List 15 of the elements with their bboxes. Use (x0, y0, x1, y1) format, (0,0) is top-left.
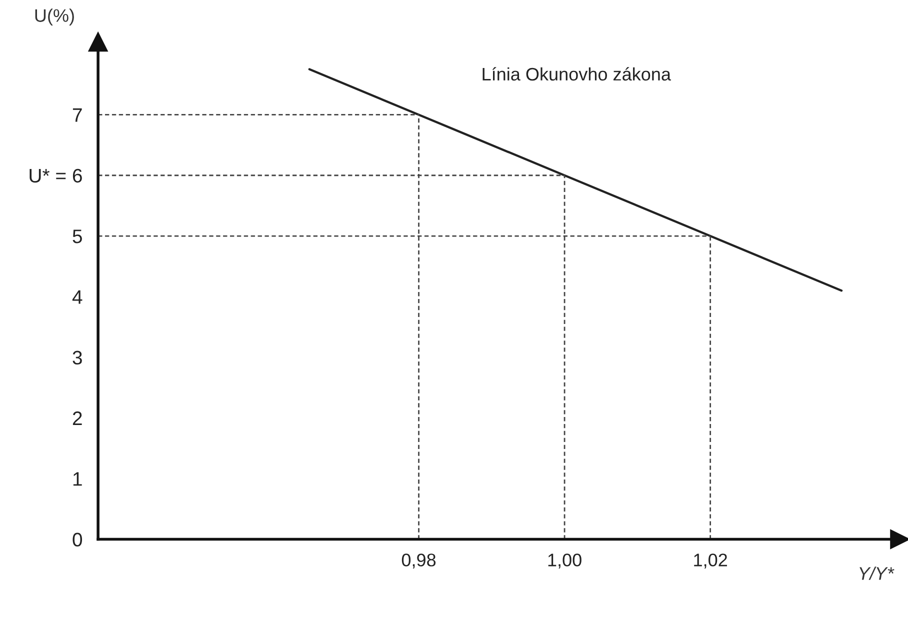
text: Línia Okunovho zákona (482, 67, 671, 81)
x-tick-label: 1,02 (694, 554, 727, 569)
x-axis-title: Y/Y* (860, 566, 894, 580)
y-tick-label: 3 (72, 350, 82, 365)
y-tick-label: 1 (73, 472, 82, 486)
line-series (308, 68, 843, 292)
y-axis-title: U(%) (35, 8, 74, 26)
y-tick-label: 7 (72, 108, 82, 122)
y-tick-label: 0 (72, 532, 82, 546)
y-tick-label: 2 (72, 411, 82, 426)
y-tick-label: U* = 6 (30, 168, 82, 183)
y-tick-label: 4 (72, 290, 82, 304)
x-tick-label: 0,98 (402, 554, 436, 569)
x-tick-label: 1,00 (548, 554, 582, 569)
y-tick-label: 5 (72, 230, 82, 244)
